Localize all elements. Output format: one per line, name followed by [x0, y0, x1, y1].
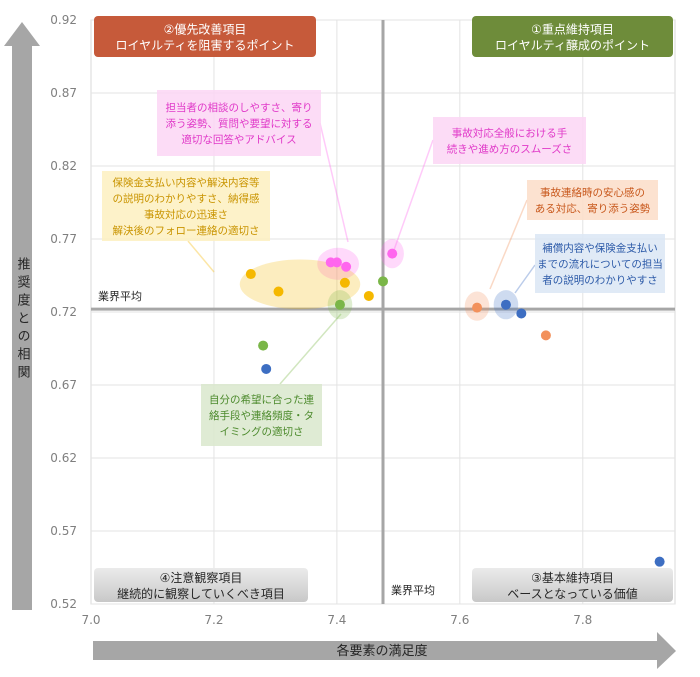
reference-label-y: 業界平均 — [98, 290, 142, 303]
data-point — [516, 308, 527, 319]
y-tick-label: 0.92 — [50, 13, 77, 27]
annotation-text: 絡手段や連絡頻度・タ — [209, 409, 314, 422]
data-point — [339, 277, 350, 288]
data-point — [472, 302, 483, 313]
y-tick-label: 0.82 — [50, 159, 77, 173]
annotation-text: 担当者の相談のしやすさ、寄り — [166, 101, 313, 114]
quadrant-subtitle: ロイヤルティ醸成のポイント — [495, 39, 650, 53]
x-tick-label: 7.4 — [327, 613, 346, 627]
annotation-text: の説明のわかりやすさ、納得感 — [113, 192, 260, 205]
quadrant-box — [94, 16, 316, 57]
annotation-connector — [279, 313, 342, 385]
y-axis-label: 推奨度との相関 — [15, 257, 31, 383]
y-tick-label: 0.57 — [50, 524, 77, 538]
y-tick-label: 0.62 — [50, 451, 77, 465]
quadrant-box — [94, 568, 308, 602]
annotation-text: イミングの適切さ — [220, 425, 304, 438]
quadrant-title: ④注意観察項目 — [160, 570, 243, 585]
quadrant-subtitle: ロイヤルティを阻害するポイント — [116, 38, 295, 53]
data-point — [387, 248, 398, 259]
reference-label-x: 業界平均 — [391, 584, 435, 597]
x-axis-label: 各要素の満足度 — [336, 643, 427, 659]
x-tick-label: 7.8 — [573, 613, 592, 627]
annotation-background — [527, 180, 658, 220]
annotation-connector — [319, 122, 349, 243]
annotation-text: 事故連絡時の安心感の — [540, 186, 645, 199]
data-point — [500, 299, 511, 310]
y-tick-label: 0.77 — [50, 232, 77, 246]
quadrant-subtitle: 継続的に観察していくべき項目 — [117, 586, 285, 601]
quadrant-title: ③基本維持項目 — [531, 570, 614, 585]
annotation-text: 者の説明のわかりやすさ — [542, 274, 658, 287]
x-tick-label: 7.6 — [450, 613, 469, 627]
annotation-background — [102, 171, 270, 241]
data-point — [363, 290, 374, 301]
annotation-text: 事故対応全般における手 — [452, 127, 568, 140]
quadrant-box — [472, 568, 673, 602]
data-point — [245, 269, 256, 280]
data-point — [258, 340, 269, 351]
annotation-connector — [514, 264, 536, 294]
annotation-text: 添う姿勢、質問や要望に対する — [166, 117, 313, 130]
y-tick-label: 0.72 — [50, 305, 77, 319]
annotation-text: 自分の希望に合った連 — [209, 393, 314, 406]
annotation-text: 適切な回答やアドバイス — [181, 133, 296, 146]
annotation-background — [535, 234, 665, 293]
annotation-text: 続きや進め方のスムーズさ — [447, 143, 572, 156]
annotation-background — [157, 90, 321, 156]
annotation-box: 保険金支払い内容や解決内容等の説明のわかりやすさ、納得感事故対応の迅速さ解決後の… — [102, 171, 270, 241]
annotation-background — [201, 384, 322, 446]
annotation-text: 補償内容や保険金支払い — [542, 242, 658, 255]
y-tick-label: 0.87 — [50, 86, 77, 100]
x-tick-label: 7.0 — [81, 613, 100, 627]
annotation-text: ある対応、寄り添う姿勢 — [535, 202, 651, 215]
data-point — [654, 556, 665, 567]
data-point — [341, 261, 352, 272]
data-point — [261, 363, 272, 374]
x-axis-arrow — [93, 632, 676, 669]
annotation-connector — [489, 199, 528, 290]
annotation-text: までの流れについての担当 — [537, 258, 663, 271]
quadrant-title: ①重点維持項目 — [531, 22, 614, 37]
annotation-text: 解決後のフォロー連絡の適切さ — [113, 224, 260, 237]
quadrant-subtitle: ベースとなっている価値 — [507, 586, 637, 601]
y-tick-label: 0.52 — [50, 597, 77, 611]
annotation-connector — [393, 139, 434, 251]
annotation-connector — [187, 240, 215, 273]
data-point — [331, 257, 342, 268]
y-tick-label: 0.67 — [50, 378, 77, 392]
quadrant-box — [472, 16, 673, 57]
annotation-text: 保険金支払い内容や解決内容等 — [113, 176, 260, 189]
data-point — [273, 286, 284, 297]
x-tick-label: 7.2 — [204, 613, 223, 627]
highlight-ellipse — [239, 259, 361, 310]
data-point — [540, 330, 551, 341]
y-axis-arrow — [4, 22, 40, 610]
quadrant-title: ②優先改善項目 — [164, 22, 247, 37]
data-point — [378, 276, 388, 287]
data-point — [334, 299, 345, 310]
annotation-text: 事故対応の迅速さ — [144, 208, 228, 221]
annotation-background — [433, 117, 586, 164]
